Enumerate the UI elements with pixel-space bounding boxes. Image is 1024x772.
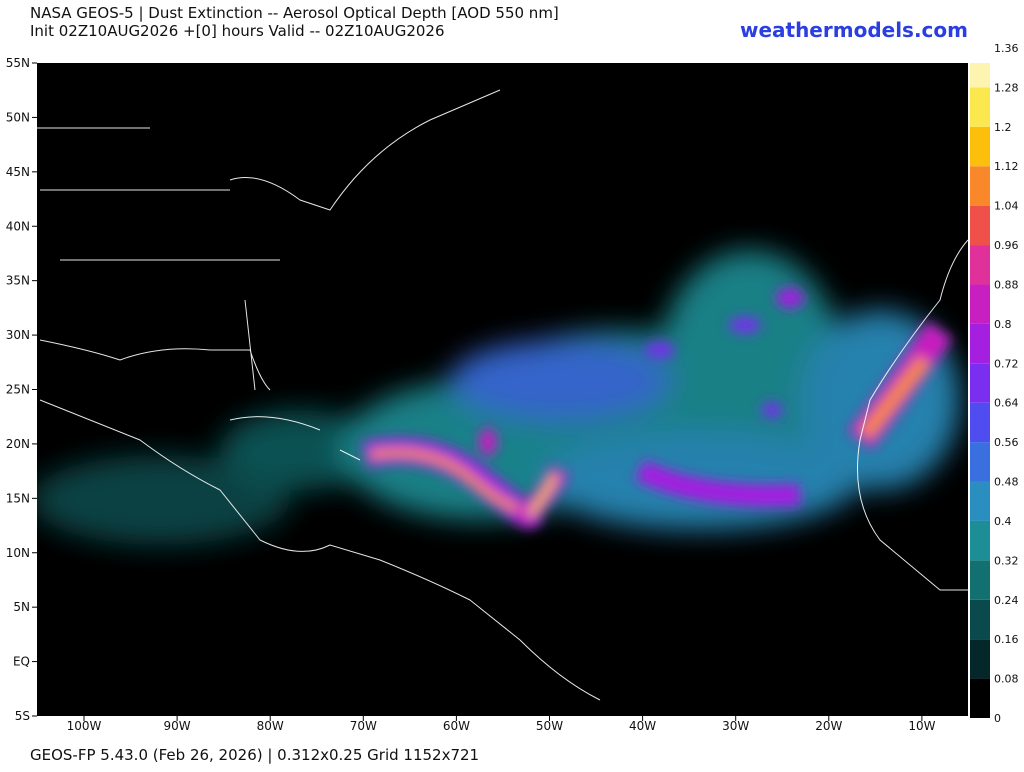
colorbar-label: 0.48	[994, 476, 1019, 489]
colorbar-label: 0.32	[994, 554, 1019, 567]
lon-label: 30W	[722, 719, 749, 733]
colorbar-bin	[970, 166, 990, 206]
lon-label: 90W	[164, 719, 191, 733]
colorbar-bin	[970, 481, 990, 521]
lat-label: 5N	[13, 600, 30, 614]
colorbar-label: 0.24	[994, 594, 1019, 607]
colorbar-bin	[970, 323, 990, 364]
lon-label: 10W	[908, 719, 935, 733]
colorbar-bin	[970, 520, 990, 561]
colorbar-label: 0.16	[994, 633, 1019, 646]
lon-label: 40W	[629, 719, 656, 733]
lat-label: 5S	[15, 709, 30, 723]
colorbar-label: 0.56	[994, 436, 1019, 449]
lon-label: 60W	[443, 719, 470, 733]
lat-label: 25N	[6, 383, 30, 397]
colorbar-bin	[970, 402, 990, 443]
colorbar-bin	[970, 363, 990, 403]
subtitle: Init 02Z10AUG2026 +[0] hours Valid -- 02…	[30, 22, 445, 40]
lat-label: 35N	[6, 274, 30, 288]
lon-label: 50W	[536, 719, 563, 733]
colorbar-label: 0	[994, 712, 1001, 725]
lat-label: 50N	[6, 110, 30, 124]
colorbar-label: 0.64	[994, 397, 1019, 410]
colorbar-bin	[970, 560, 990, 600]
colorbar-label: 1.36	[994, 42, 1019, 55]
colorbar-label: 0.72	[994, 357, 1019, 370]
site-name: weathermodels.com	[740, 18, 968, 42]
lat-label: 10N	[6, 546, 30, 560]
lon-label: 100W	[67, 719, 102, 733]
lat-label: 15N	[6, 491, 30, 505]
colorbar-label: 0.4	[994, 515, 1012, 528]
lat-label: 20N	[6, 437, 30, 451]
colorbar-bin	[970, 205, 990, 246]
colorbar-label: 1.2	[994, 121, 1012, 134]
lon-label: 20W	[815, 719, 842, 733]
colorbar-label: 1.28	[994, 81, 1019, 94]
lat-label: 45N	[6, 165, 30, 179]
lat-label: 30N	[6, 328, 30, 342]
lon-label: 70W	[350, 719, 377, 733]
colorbar-label: 1.04	[994, 200, 1019, 213]
lat-label: 40N	[6, 219, 30, 233]
colorbar-bin	[970, 639, 990, 679]
map	[37, 63, 968, 716]
title: NASA GEOS-5 | Dust Extinction -- Aerosol…	[30, 4, 559, 22]
colorbar-label: 0.96	[994, 239, 1019, 252]
colorbar-bin	[970, 599, 990, 640]
colorbar-bin	[970, 87, 990, 127]
lon-label: 80W	[257, 719, 284, 733]
colorbar-label: 0.8	[994, 318, 1012, 331]
colorbar-bin	[970, 245, 990, 285]
colorbar-label: 0.88	[994, 278, 1019, 291]
colorbar-bin	[970, 63, 990, 88]
lat-label: 55N	[6, 56, 30, 70]
colorbar-label: 1.12	[994, 160, 1019, 173]
footer: GEOS-FP 5.43.0 (Feb 26, 2026) | 0.312x0.…	[30, 746, 479, 764]
colorbar-bin	[970, 678, 990, 718]
colorbar-label: 0.08	[994, 673, 1019, 686]
colorbar-bin	[970, 284, 990, 324]
lat-label: EQ	[13, 655, 30, 669]
colorbar-bin	[970, 442, 990, 482]
colorbar-bin	[970, 126, 990, 167]
